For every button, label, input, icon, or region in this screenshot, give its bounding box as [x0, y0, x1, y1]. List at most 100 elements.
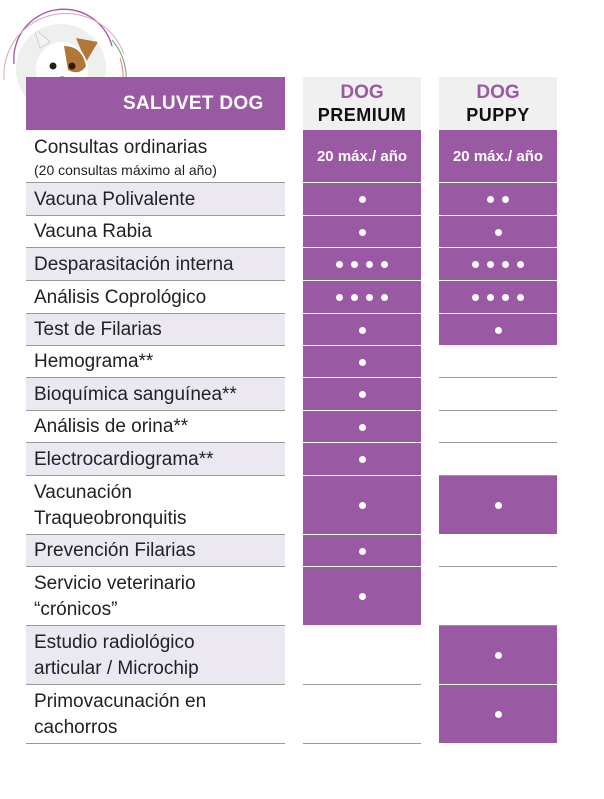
cell-divider — [303, 566, 421, 567]
premium-cell — [303, 378, 421, 411]
included-dot — [502, 294, 509, 301]
included-dot — [351, 294, 358, 301]
cell-divider — [439, 182, 557, 183]
premium-cell — [303, 626, 421, 685]
puppy-cell — [439, 314, 557, 346]
included-dot — [358, 456, 366, 463]
row-label-text: Bioquímica sanguínea** — [34, 383, 237, 405]
puppy-cell — [439, 378, 557, 411]
included-dot — [502, 261, 509, 268]
row-label: Vacuna Rabia — [26, 216, 285, 248]
puppy-cell — [439, 216, 557, 248]
empty-cell-line — [303, 743, 421, 744]
row-label: Estudio radiológico articular / Microchip — [26, 626, 285, 685]
coverage-dots — [358, 502, 366, 509]
brand-title: SALUVET DOG — [26, 77, 285, 130]
included-dot — [494, 502, 502, 509]
coverage-dots — [358, 593, 366, 600]
row-label: Vacunación Traqueobronquitis — [26, 476, 285, 535]
cell-divider — [439, 247, 557, 248]
cell-divider — [303, 442, 421, 443]
row-divider — [26, 215, 285, 216]
included-dot — [487, 261, 494, 268]
row-divider — [26, 743, 285, 744]
empty-cell-line — [439, 377, 557, 378]
coverage-dots — [358, 456, 366, 463]
included-dot — [358, 358, 366, 366]
limit-text: 20 máx./ año — [316, 148, 408, 165]
row-label-text: Análisis de orina** — [34, 416, 189, 437]
premium-cell — [303, 216, 421, 248]
included-dot — [487, 196, 494, 203]
row-label: Electrocardiograma** — [26, 443, 285, 476]
cell-divider — [303, 475, 421, 476]
row-label: Test de Filarias — [26, 314, 285, 346]
limit-text: 20 máx./ año — [452, 148, 544, 165]
row-divider — [26, 534, 285, 535]
premium-cell — [303, 685, 421, 744]
premium-cell — [303, 314, 421, 346]
premium-cell — [303, 183, 421, 216]
puppy-cell — [439, 567, 557, 626]
coverage-dots — [358, 547, 366, 555]
row-divider — [26, 475, 285, 476]
column-header-line1: DOG — [340, 82, 384, 103]
row-label: Consultas ordinarias (20 consultas máximo… — [26, 130, 285, 183]
row-label-line: Estudio radiológico — [34, 631, 195, 653]
included-dot — [366, 261, 373, 268]
cell-divider — [303, 345, 421, 346]
column-header-premium: DOG PREMIUM — [303, 77, 421, 130]
row-divider — [26, 247, 285, 248]
row-divider — [26, 345, 285, 346]
cell-divider — [439, 684, 557, 685]
included-dot — [494, 228, 502, 236]
puppy-cell — [439, 248, 557, 281]
puppy-cell: 20 máx./ año — [439, 130, 557, 183]
row-label-line: cachorros — [34, 716, 118, 738]
cell-divider — [439, 345, 557, 346]
premium-cell — [303, 443, 421, 476]
premium-cell — [303, 248, 421, 281]
puppy-cell — [439, 346, 557, 378]
row-label-text: Análisis Coprológico — [34, 286, 207, 308]
included-dot — [517, 261, 524, 268]
coverage-dots — [472, 294, 524, 301]
cell-divider — [303, 182, 421, 183]
cell-divider — [303, 534, 421, 535]
cell-divider — [303, 215, 421, 216]
row-divider — [26, 442, 285, 443]
puppy-cell — [439, 626, 557, 685]
column-header-line1: DOG — [476, 82, 520, 103]
column-header-line2: PREMIUM — [317, 105, 407, 125]
included-dot — [381, 261, 388, 268]
coverage-dots — [494, 711, 502, 718]
row-divider — [26, 566, 285, 567]
included-dot — [487, 294, 494, 301]
cell-divider — [303, 625, 421, 626]
coverage-dots — [358, 228, 366, 236]
cell-divider — [303, 410, 421, 411]
row-label-line: Servicio veterinario — [34, 572, 196, 594]
premium-cell — [303, 281, 421, 314]
included-dot — [358, 547, 366, 555]
row-divider — [26, 182, 285, 183]
puppy-cell — [439, 183, 557, 216]
cell-divider — [439, 280, 557, 281]
included-dot — [494, 652, 502, 659]
row-label: Hemograma** — [26, 346, 285, 378]
row-label-text: Vacuna Rabia — [34, 221, 152, 242]
row-divider — [26, 625, 285, 626]
row-label-text: Desparasitación interna — [34, 253, 234, 275]
coverage-dots — [358, 196, 366, 203]
row-label-text: Electrocardiograma** — [34, 448, 214, 470]
column-header-puppy: DOG PUPPY — [439, 77, 557, 130]
included-dot — [381, 294, 388, 301]
included-dot — [366, 294, 373, 301]
coverage-dots — [494, 228, 502, 236]
coverage-dots — [472, 261, 524, 268]
coverage-dots — [358, 358, 366, 366]
row-label-line: articular / Microchip — [34, 657, 199, 679]
row-label: Bioquímica sanguínea** — [26, 378, 285, 411]
coverage-dots — [494, 326, 502, 334]
column-header-line2: PUPPY — [466, 105, 530, 125]
